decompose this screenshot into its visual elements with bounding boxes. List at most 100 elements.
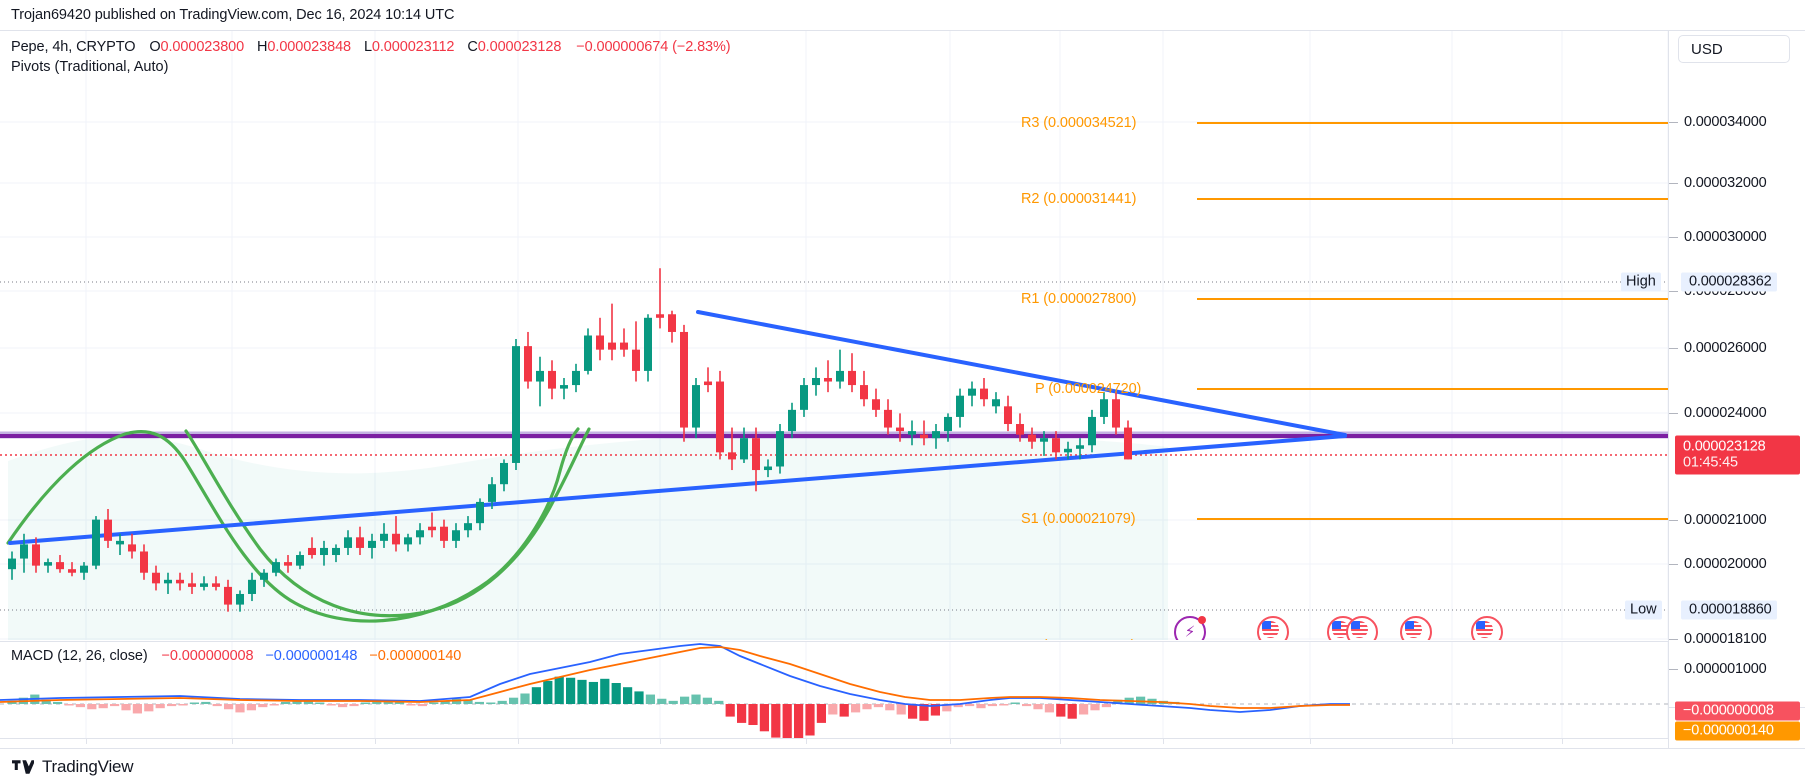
time-axis-tick bbox=[1163, 739, 1164, 744]
macd-histogram-bar bbox=[315, 702, 325, 704]
macd-histogram-bar bbox=[395, 702, 405, 704]
macd-histogram-bar bbox=[805, 704, 815, 736]
macd-axis-badge: −0.000000140 bbox=[1675, 721, 1800, 741]
macd-histogram-bar bbox=[41, 699, 51, 704]
pivot-label: S1 (0.000021079) bbox=[1021, 511, 1136, 527]
price-axis[interactable]: USD 0.000034000 0.000032000 0.000030000 0.0… bbox=[1621, 31, 1805, 748]
macd-histogram-bar bbox=[657, 698, 667, 704]
candle-body bbox=[56, 562, 64, 570]
candle-body bbox=[632, 349, 640, 371]
candle-body bbox=[284, 562, 292, 566]
session-low-side-label: Low bbox=[1625, 600, 1662, 620]
macd-histogram-bar bbox=[623, 687, 633, 704]
macd-histogram-bar bbox=[691, 694, 701, 704]
economic-event-us-flag-icon[interactable] bbox=[1471, 616, 1503, 640]
candle-body bbox=[968, 388, 976, 396]
axis-tick-label: 0.000001000 bbox=[1684, 661, 1767, 677]
candle-body bbox=[140, 551, 148, 573]
macd-histogram-bar bbox=[326, 704, 336, 706]
candle-body bbox=[392, 533, 400, 545]
candle-body bbox=[344, 537, 352, 548]
candle-body bbox=[332, 547, 340, 556]
macd-histogram-bar bbox=[155, 704, 165, 709]
time-axis-tick bbox=[950, 739, 951, 744]
price-axis-tick: 0.000021000 bbox=[1669, 512, 1805, 528]
candle-body bbox=[680, 331, 688, 428]
candle-body bbox=[212, 583, 220, 587]
candle-body bbox=[920, 434, 928, 439]
macd-histogram-bar bbox=[110, 704, 120, 707]
macd-canvas bbox=[0, 642, 1668, 738]
macd-histogram-bar bbox=[189, 702, 199, 704]
macd-histogram-bar bbox=[53, 701, 63, 704]
publish-bar: Trojan69420 published on TradingView.com… bbox=[0, 0, 1805, 31]
macd-histogram-bar bbox=[668, 700, 678, 704]
candle-body bbox=[356, 537, 364, 548]
candle-body bbox=[104, 519, 112, 541]
macd-histogram-bar bbox=[463, 699, 473, 704]
candle-body bbox=[800, 385, 808, 410]
economic-event-us-flag-icon[interactable] bbox=[1257, 616, 1289, 640]
macd-histogram-bar bbox=[577, 679, 587, 704]
macd-histogram-bar bbox=[566, 677, 576, 704]
economic-event-bolt-icon[interactable]: ⚡ bbox=[1174, 616, 1206, 640]
candle-body bbox=[836, 370, 844, 382]
candle-body bbox=[20, 544, 28, 559]
candle-body bbox=[236, 593, 244, 605]
macd-histogram-bar bbox=[1033, 704, 1043, 710]
pivot-label: S2 (0.000017999) bbox=[1021, 638, 1136, 640]
macd-histogram-bar bbox=[338, 704, 348, 708]
cup-arc-crossing bbox=[184, 427, 591, 618]
candle-body bbox=[596, 335, 604, 350]
tradingview-logo[interactable]: TradingView bbox=[0, 757, 134, 777]
macd-histogram-bar bbox=[965, 704, 975, 707]
macd-histogram-bar bbox=[930, 704, 940, 716]
candle-body bbox=[548, 370, 556, 389]
candle-body bbox=[512, 346, 520, 463]
time-axis-tick bbox=[1310, 739, 1311, 744]
price-chart-pane[interactable]: Pepe, 4h, CRYPTO O0.000023800 H0.0000238… bbox=[0, 31, 1668, 640]
candle-body bbox=[560, 385, 568, 389]
macd-histogram-bar bbox=[520, 693, 530, 704]
candle-body bbox=[32, 544, 40, 566]
macd-histogram-bar bbox=[725, 704, 735, 717]
publish-text: Trojan69420 published on TradingView.com… bbox=[11, 7, 455, 23]
macd-axis-badge-value: −0.000000140 bbox=[1683, 722, 1774, 739]
macd-histogram-bar bbox=[794, 704, 804, 738]
candle-body bbox=[368, 540, 376, 548]
candle-body bbox=[740, 438, 748, 460]
time-axis-tick bbox=[518, 739, 519, 744]
candle-body bbox=[1124, 427, 1132, 460]
economic-event-us-flag-icon[interactable] bbox=[1346, 616, 1378, 640]
currency-button[interactable]: USD bbox=[1678, 35, 1790, 63]
axis-tick-dash bbox=[1669, 122, 1678, 123]
macd-line bbox=[0, 643, 1350, 713]
candle-body bbox=[224, 586, 232, 605]
macd-pane[interactable]: MACD (12, 26, close) −0.000000008 −0.000… bbox=[0, 641, 1668, 738]
session-low-badge: 0.000018860 bbox=[1681, 600, 1778, 620]
macd-histogram-bar bbox=[167, 704, 177, 707]
price-axis-tick: 0.000034000 bbox=[1669, 114, 1805, 130]
axis-tick-label: 0.000024000 bbox=[1684, 405, 1767, 421]
macd-histogram-bar bbox=[417, 704, 427, 707]
macd-histogram-bar bbox=[999, 704, 1009, 706]
time-axis-tick bbox=[1562, 739, 1563, 744]
candle-body bbox=[872, 399, 880, 410]
candle-body bbox=[380, 533, 388, 541]
candle-body bbox=[908, 431, 916, 435]
axis-tick-dash bbox=[1669, 237, 1678, 238]
economic-event-us-flag-icon[interactable] bbox=[1400, 616, 1432, 640]
candle-body bbox=[608, 342, 616, 350]
last-price-badge: 0.000023128 01:45:45 bbox=[1675, 435, 1800, 475]
candle-body bbox=[1076, 445, 1084, 449]
candle-body bbox=[536, 370, 544, 382]
macd-histogram-bar bbox=[645, 694, 655, 704]
macd-histogram-bar bbox=[1010, 702, 1020, 704]
axis-tick-label: 0.000020000 bbox=[1684, 556, 1767, 572]
candle-body bbox=[176, 579, 184, 584]
macd-histogram-bar bbox=[224, 704, 234, 710]
macd-histogram-bar bbox=[748, 704, 758, 725]
axis-tick-label: 0.000026000 bbox=[1684, 340, 1767, 356]
candle-body bbox=[788, 409, 796, 432]
macd-histogram-bar bbox=[782, 704, 792, 738]
